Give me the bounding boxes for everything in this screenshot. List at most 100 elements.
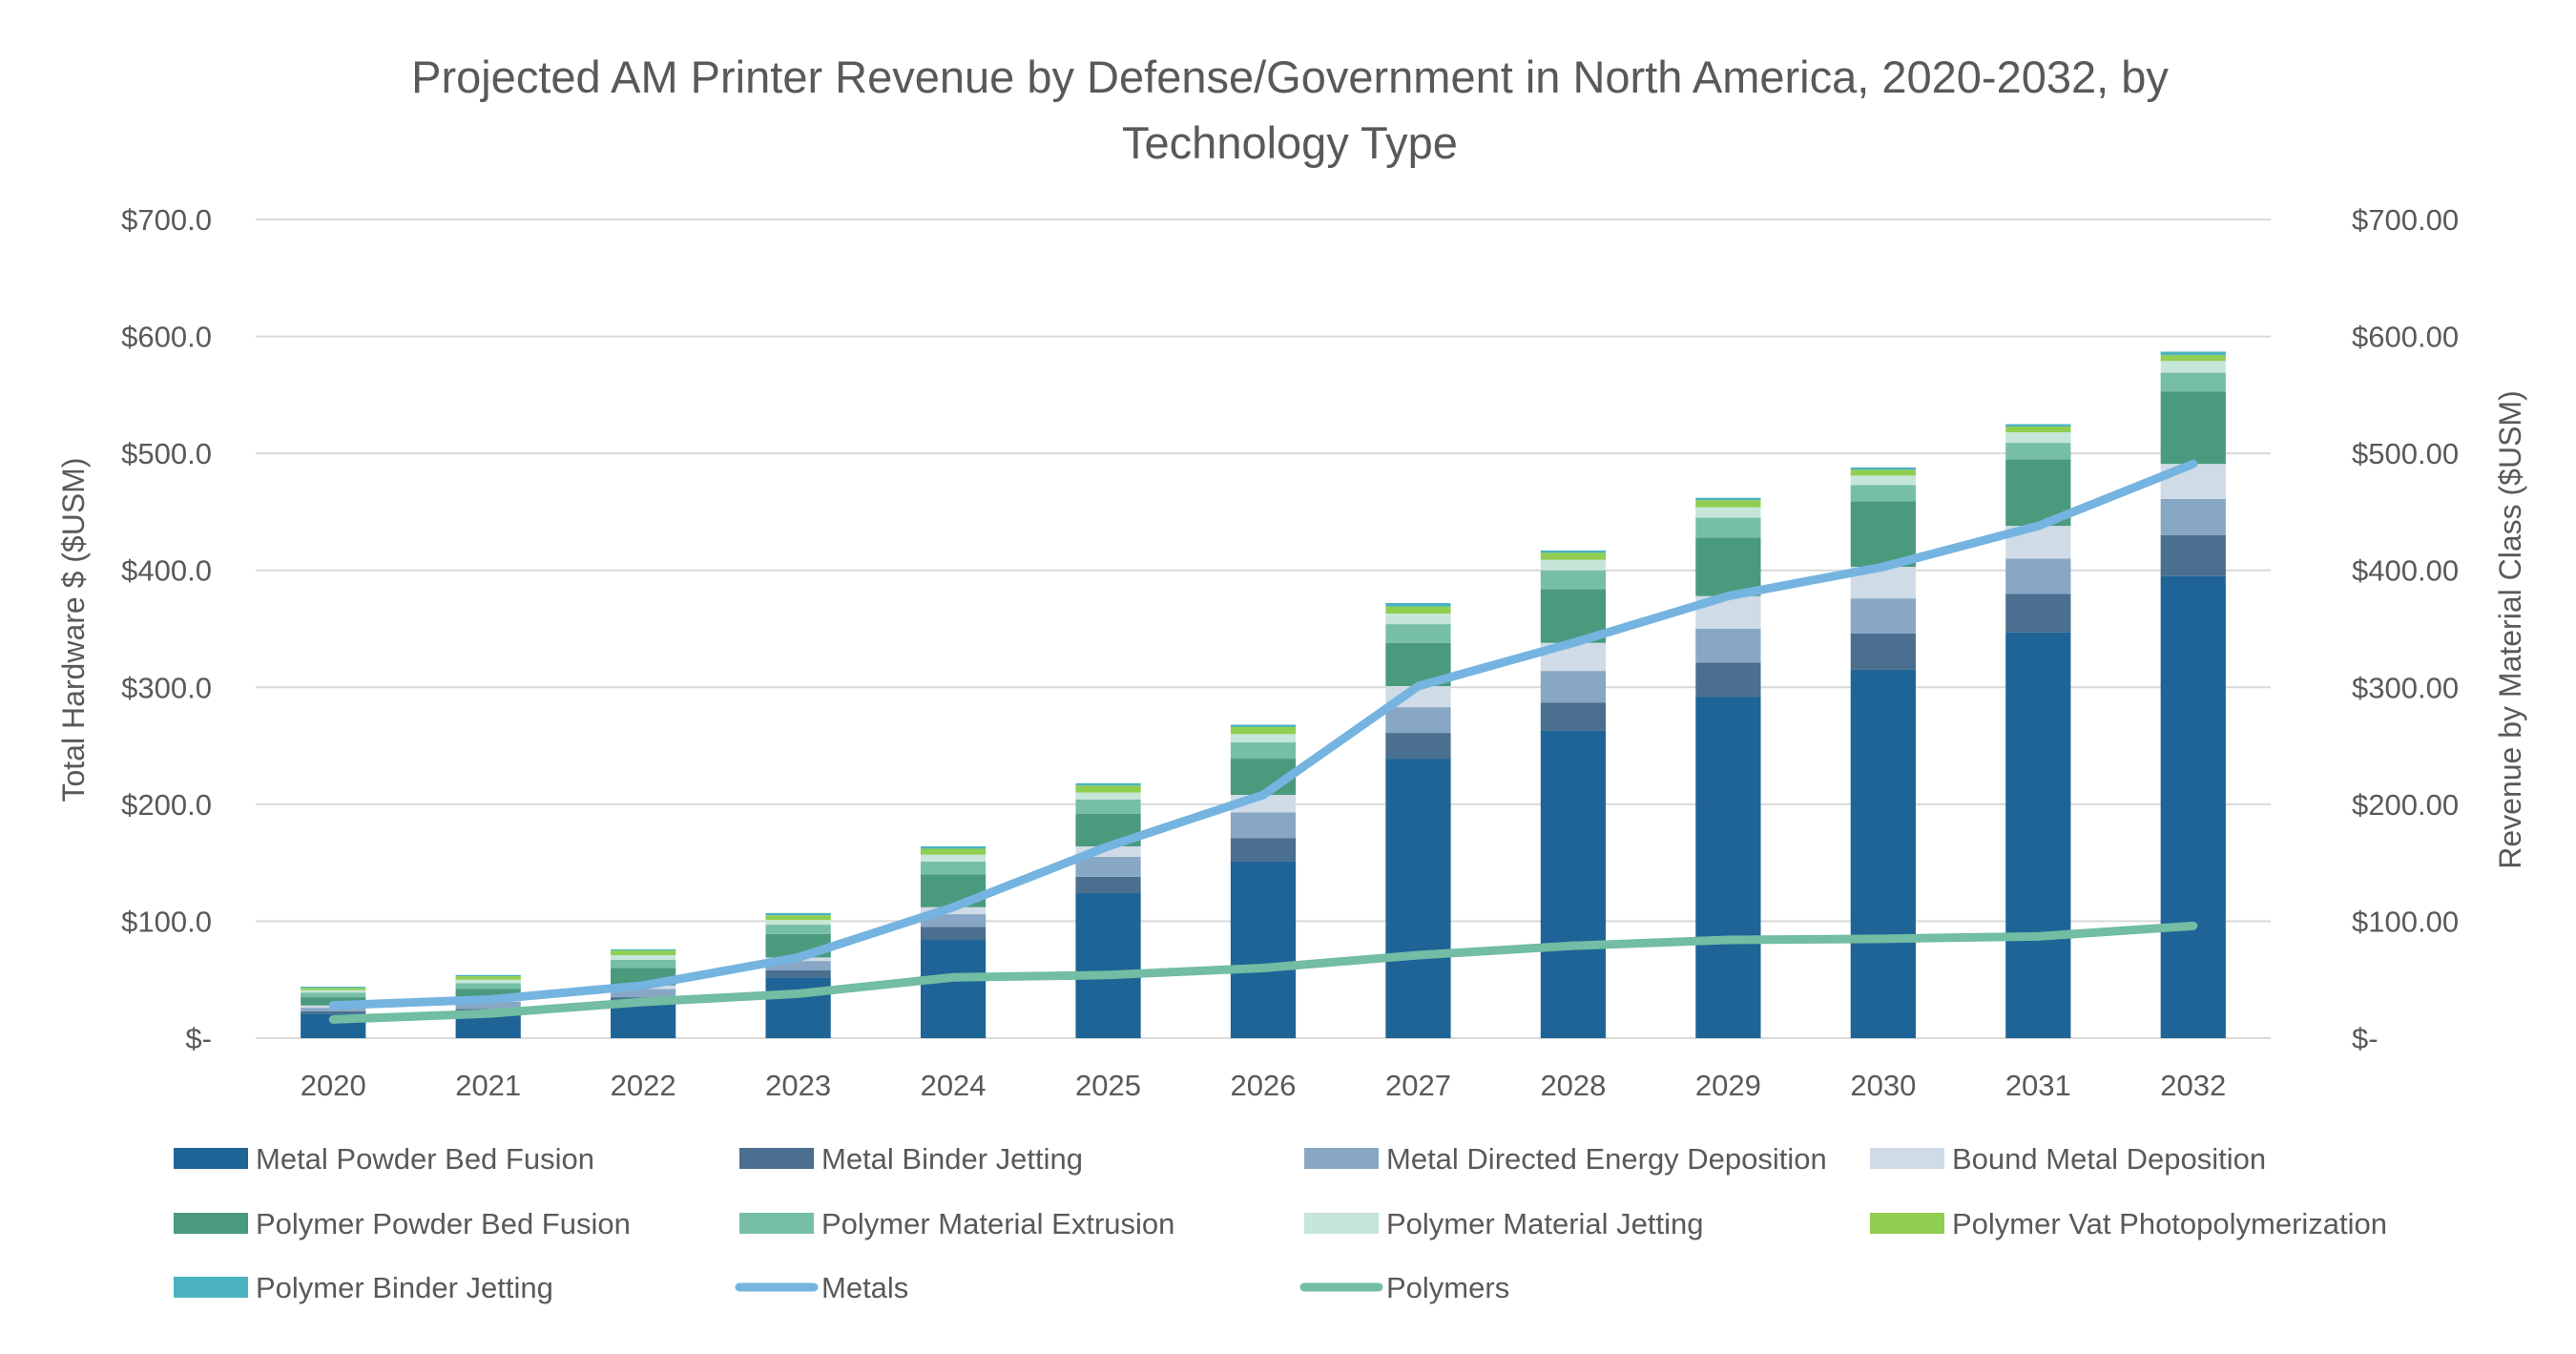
bar-segment bbox=[611, 954, 676, 960]
bar-segment bbox=[920, 940, 987, 1038]
y-tick-label: $600.0 bbox=[121, 321, 212, 354]
bar-segment bbox=[1850, 467, 1916, 470]
bar-segment bbox=[1695, 507, 1761, 518]
line-metals bbox=[328, 459, 2198, 1010]
legend-label: Metal Powder Bed Fusion bbox=[256, 1142, 594, 1176]
bar-segment bbox=[1695, 497, 1761, 501]
bar-segment bbox=[1075, 792, 1141, 800]
bar-segment bbox=[1540, 552, 1607, 560]
bar-segment bbox=[1695, 537, 1761, 596]
bar-segment bbox=[2160, 355, 2226, 362]
bar-segment bbox=[2005, 558, 2071, 594]
legend-label: Metal Directed Energy Deposition bbox=[1386, 1142, 1827, 1176]
chart-title-line-2: Technology Type bbox=[1122, 117, 1458, 168]
bar-segment bbox=[1385, 614, 1451, 625]
bar-segment bbox=[611, 959, 676, 969]
bar-segment bbox=[920, 861, 987, 875]
bar-segment bbox=[1385, 733, 1451, 760]
bar-segment bbox=[2160, 361, 2226, 373]
legend-label: Polymer Material Jetting bbox=[1386, 1207, 1704, 1240]
bar-segment bbox=[1075, 845, 1141, 858]
bar-segment bbox=[301, 992, 366, 998]
bar-segment bbox=[2160, 575, 2226, 1038]
y2-tick-label: $400.00 bbox=[2352, 554, 2459, 588]
bar-segment bbox=[1540, 550, 1607, 553]
y2-tick-label: $100.00 bbox=[2352, 905, 2459, 938]
bar-segment bbox=[1075, 876, 1141, 894]
y2-tick-label: $200.00 bbox=[2352, 788, 2459, 822]
bar-segment bbox=[2160, 391, 2226, 465]
x-axis-ticks: 2020 2021 2022 2023 2024 2025 2026 2027 2028 2029… bbox=[301, 1069, 2227, 1102]
legend-swatch bbox=[739, 1213, 814, 1234]
bar-segment bbox=[2005, 424, 2071, 427]
y-tick-label: $500.0 bbox=[121, 437, 212, 470]
bar-segment bbox=[2160, 498, 2226, 535]
y-tick-label: $- bbox=[185, 1022, 212, 1055]
bar-segment bbox=[920, 914, 987, 927]
bar-segment bbox=[1230, 726, 1297, 735]
legend-label: Metal Binder Jetting bbox=[821, 1142, 1083, 1176]
x-tick-label: 2023 bbox=[765, 1069, 831, 1102]
bar-segment bbox=[1540, 559, 1607, 571]
bar-segment bbox=[1075, 782, 1141, 786]
y2-tick-label: $500.00 bbox=[2352, 437, 2459, 470]
x-tick-label: 2027 bbox=[1385, 1069, 1451, 1102]
bar-segment bbox=[920, 927, 987, 941]
bar-segment bbox=[2160, 372, 2226, 392]
bar-segment bbox=[765, 920, 831, 926]
bar-segment bbox=[1230, 724, 1297, 727]
x-tick-label: 2025 bbox=[1075, 1069, 1141, 1102]
bar-segment bbox=[1385, 707, 1451, 734]
bar-segment bbox=[1075, 857, 1141, 877]
bar-segment bbox=[1850, 501, 1916, 568]
bar-segment bbox=[1850, 485, 1916, 502]
bar-segment bbox=[455, 983, 521, 989]
x-tick-label: 2024 bbox=[921, 1069, 987, 1102]
bar-segment bbox=[611, 950, 676, 955]
bar-segment bbox=[920, 854, 987, 862]
bar-segment bbox=[1230, 734, 1297, 742]
legend-swatch bbox=[1304, 1213, 1379, 1234]
x-tick-label: 2029 bbox=[1695, 1069, 1761, 1102]
bar-segment bbox=[1540, 570, 1607, 590]
bar-segment bbox=[1850, 598, 1916, 634]
bars bbox=[301, 351, 2226, 1038]
bar-segment bbox=[1075, 785, 1141, 793]
y-tick-label: $700.0 bbox=[121, 203, 212, 237]
bar-segment bbox=[1230, 812, 1297, 839]
y-tick-label: $300.0 bbox=[121, 671, 212, 704]
bar-segment bbox=[765, 977, 831, 1038]
bar-segment bbox=[301, 987, 366, 989]
legend-label: Bound Metal Deposition bbox=[1952, 1142, 2266, 1176]
x-tick-label: 2021 bbox=[455, 1069, 521, 1102]
legend-label: Polymers bbox=[1386, 1271, 1509, 1304]
bar-segment bbox=[1230, 838, 1297, 862]
x-tick-label: 2026 bbox=[1231, 1069, 1297, 1102]
bar-segment bbox=[765, 969, 831, 978]
bar-segment bbox=[611, 989, 676, 998]
legend-label: Polymer Binder Jetting bbox=[256, 1271, 553, 1304]
bar-segment bbox=[2160, 351, 2226, 356]
bar-segment bbox=[1695, 500, 1761, 508]
legend-swatch bbox=[1304, 1148, 1379, 1169]
x-tick-label: 2032 bbox=[2160, 1069, 2226, 1102]
bar-segment bbox=[1850, 469, 1916, 476]
bar-segment bbox=[1385, 606, 1451, 615]
bar-segment bbox=[2005, 594, 2071, 633]
legend-swatch bbox=[174, 1148, 248, 1169]
bar-segment bbox=[1695, 662, 1761, 698]
x-tick-label: 2030 bbox=[1850, 1069, 1916, 1102]
bar-segment bbox=[301, 1010, 366, 1014]
bar-segment bbox=[1075, 893, 1141, 1038]
bar-segment bbox=[455, 989, 521, 1000]
y2-axis-label: Revenue by Material Class ($USM) bbox=[2493, 390, 2527, 869]
bar-segment bbox=[1695, 517, 1761, 538]
bar-segment bbox=[920, 848, 987, 855]
bar-segment bbox=[2160, 534, 2226, 576]
bar-segment bbox=[1850, 633, 1916, 670]
bar-segment bbox=[301, 989, 366, 993]
bar-segment bbox=[1230, 741, 1297, 760]
bar-segment bbox=[1695, 697, 1761, 1038]
line-polymers bbox=[328, 921, 2198, 1024]
